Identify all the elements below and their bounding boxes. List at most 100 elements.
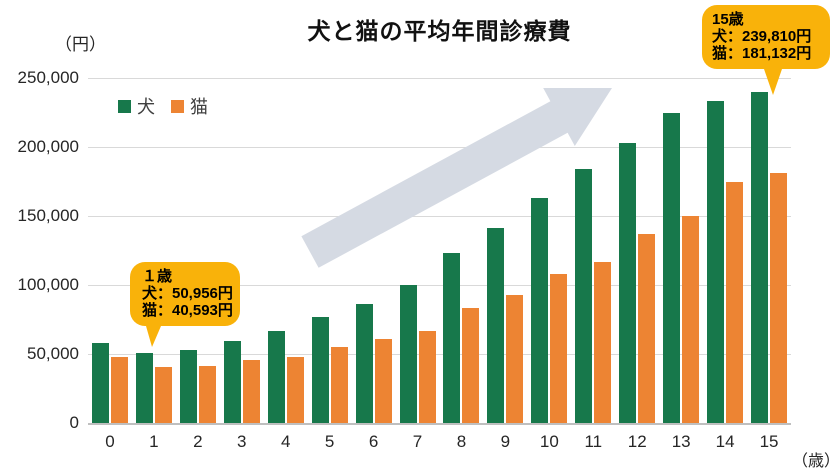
legend: 犬 猫 <box>118 93 208 119</box>
bar-group-age-0 <box>88 78 132 423</box>
bar-group-age-1 <box>132 78 176 423</box>
x-tick-label-age-6: 6 <box>368 432 379 451</box>
bar-cat-age-6 <box>374 338 392 423</box>
bar-dog-age-0 <box>91 342 109 423</box>
bar-dog-age-8 <box>443 253 461 423</box>
gridline <box>88 354 791 355</box>
bar-group-age-2 <box>176 78 220 423</box>
x-tick-label-age-14: 14 <box>715 432 735 451</box>
bar-group-age-7 <box>396 78 440 423</box>
bar-dog-age-6 <box>355 304 373 423</box>
bar-cat-age-7 <box>418 330 436 423</box>
bar-cat-age-10 <box>550 273 568 423</box>
callout-age-15-dog-value: 犬：239,810円 <box>712 28 812 46</box>
y-tick-label-50000: 50,000 <box>27 344 79 363</box>
gridline <box>88 78 791 79</box>
callout-age-15-tail-icon <box>764 68 782 95</box>
x-tick-label-age-7: 7 <box>412 432 423 451</box>
callout-age-15-heading: 15歳 <box>712 11 744 28</box>
gridline <box>88 147 791 148</box>
x-tick-label-age-13: 13 <box>671 432 691 451</box>
x-tick-label-age-12: 12 <box>627 432 647 451</box>
bar-dog-age-1 <box>135 352 153 423</box>
bar-dog-age-15 <box>751 92 769 423</box>
legend-cat-label: 猫 <box>190 97 208 117</box>
bar-cat-age-11 <box>594 261 612 423</box>
x-tick-label-age-9: 9 <box>500 432 511 451</box>
x-tick-label-age-10: 10 <box>539 432 559 451</box>
bar-dog-age-11 <box>575 169 593 423</box>
callout-age-15-cat-value: 猫：181,132円 <box>712 45 812 63</box>
callout-age-1: １歳 犬：50,956円 猫：40,593円 <box>130 262 240 347</box>
bar-group-age-4 <box>264 78 308 423</box>
bar-dog-age-3 <box>223 340 241 423</box>
bar-dog-age-2 <box>179 349 197 423</box>
callout-age-1-tail-icon <box>146 325 161 347</box>
bar-cat-age-8 <box>462 308 480 423</box>
bar-cat-age-0 <box>110 356 128 423</box>
gridline <box>88 285 791 286</box>
bar-dog-age-12 <box>619 142 637 423</box>
x-tick-label-age-5: 5 <box>324 432 335 451</box>
y-axis-unit-label: （円） <box>55 35 106 54</box>
y-tick-label-200000: 200,000 <box>17 137 79 156</box>
bar-dog-age-13 <box>663 112 681 423</box>
x-tick-label-age-4: 4 <box>280 432 291 451</box>
callout-age-1-dog-value: 犬：50,956円 <box>142 285 233 303</box>
y-tick-label-100000: 100,000 <box>17 275 79 294</box>
bar-group-age-12 <box>615 78 659 423</box>
bar-group-age-13 <box>659 78 703 423</box>
y-tick-label-250000: 250,000 <box>17 68 79 87</box>
bar-cat-age-5 <box>330 347 348 423</box>
bar-cat-age-4 <box>286 357 304 423</box>
bar-dog-age-4 <box>267 330 285 423</box>
callout-age-15: 15歳 犬：239,810円 猫：181,132円 <box>702 5 830 95</box>
chart-title: 犬と猫の平均年間診療費 <box>307 18 572 44</box>
bars-container <box>88 78 791 423</box>
bar-dog-age-9 <box>487 228 505 423</box>
bar-group-age-11 <box>571 78 615 423</box>
y-tick-label-0: 0 <box>69 413 79 432</box>
x-tick-label-age-11: 11 <box>584 432 603 451</box>
bar-group-age-5 <box>308 78 352 423</box>
bar-cat-age-13 <box>682 216 700 423</box>
legend-item-dog: 犬 <box>118 93 155 119</box>
bar-cat-age-9 <box>506 295 524 423</box>
callout-age-1-heading: １歳 <box>142 268 173 285</box>
legend-cat-swatch-icon <box>171 99 184 113</box>
legend-dog-swatch-icon <box>118 99 131 113</box>
x-tick-label-age-1: 1 <box>149 432 159 451</box>
x-tick-label-age-2: 2 <box>193 432 203 451</box>
bar-group-age-3 <box>220 78 264 423</box>
plot-area <box>88 78 791 425</box>
bar-dog-age-5 <box>311 316 329 423</box>
x-tick-label-age-8: 8 <box>456 432 467 451</box>
x-tick-label-age-3: 3 <box>237 432 247 451</box>
bar-dog-age-10 <box>531 198 549 423</box>
bar-group-age-15 <box>747 78 791 423</box>
y-tick-label-150000: 150,000 <box>17 206 79 225</box>
x-axis: 0 1 2 3 4 5 6 7 8 9 10 11 12 13 14 15 <box>88 432 791 452</box>
bar-cat-age-15 <box>770 173 788 423</box>
gridline <box>88 216 791 217</box>
legend-item-cat: 猫 <box>171 93 208 119</box>
bar-group-age-6 <box>352 78 396 423</box>
bar-dog-age-14 <box>707 101 725 423</box>
x-tick-label-age-0: 0 <box>105 432 115 451</box>
bar-cat-age-14 <box>726 181 744 423</box>
bar-group-age-10 <box>527 78 571 423</box>
bar-group-age-9 <box>483 78 527 423</box>
x-tick-label-age-15: 15 <box>759 432 779 451</box>
bar-cat-age-3 <box>242 360 260 423</box>
callout-age-1-cat-value: 猫：40,593円 <box>142 302 233 320</box>
bar-group-age-14 <box>703 78 747 423</box>
bar-group-age-8 <box>440 78 484 423</box>
x-axis-unit-label: （歳） <box>792 453 837 470</box>
bar-cat-age-2 <box>198 366 216 423</box>
legend-dog-label: 犬 <box>137 97 155 117</box>
y-axis: 250,000 200,000 150,000 100,000 50,000 0 <box>0 68 79 432</box>
upward-trend-arrow-icon <box>301 88 612 268</box>
bar-cat-age-1 <box>154 366 172 423</box>
bar-dog-age-7 <box>399 285 417 423</box>
